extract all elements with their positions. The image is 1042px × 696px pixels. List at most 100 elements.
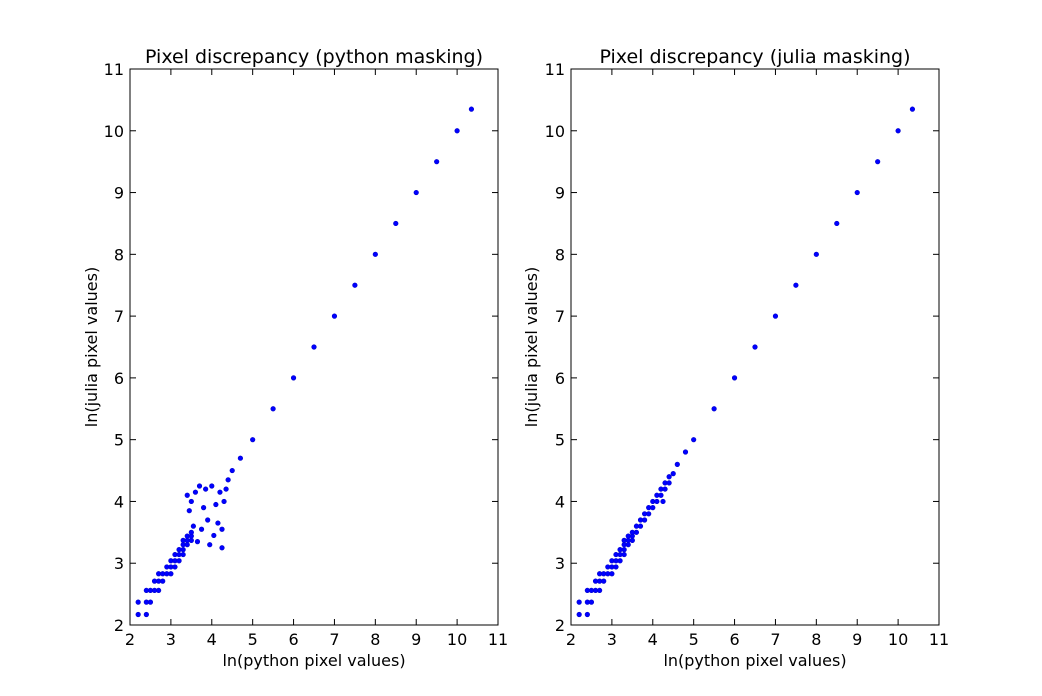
- left-scatter-point: [143, 611, 149, 618]
- right-x-tick-label: 7: [770, 630, 780, 649]
- right-x-tick-label: 9: [852, 630, 862, 649]
- left-scatter-point: [160, 578, 166, 584]
- left-x-axis-label: ln(python pixel values): [222, 651, 405, 670]
- left-scatter-point: [211, 532, 217, 539]
- left-y-tick-label: 10: [104, 122, 124, 141]
- left-y-tick-label: 3: [114, 554, 124, 573]
- left-x-tick-label: 5: [248, 630, 258, 649]
- left-scatter-point: [168, 571, 174, 577]
- left-scatter-point: [290, 375, 297, 381]
- left-scatter-point: [201, 505, 207, 511]
- right-x-axis-label: ln(python pixel values): [663, 651, 846, 670]
- left-scatter-point: [250, 437, 256, 443]
- left-scatter-point: [188, 498, 194, 505]
- right-scatter-point: [650, 505, 656, 511]
- left-x-tick-label: 4: [207, 630, 217, 649]
- left-scatter-point: [372, 251, 378, 257]
- right-x-tick-label: 11: [929, 630, 949, 649]
- right-scatter-point: [646, 511, 652, 517]
- left-scatter-point: [413, 189, 419, 196]
- left-scatter-point: [194, 538, 201, 545]
- right-plot-title: Pixel discrepancy (julia masking): [599, 46, 910, 68]
- left-scatter-point: [270, 406, 276, 412]
- left-scatter-point: [176, 558, 182, 564]
- left-x-tick-label: 8: [370, 630, 380, 649]
- right-x-tick-label: 6: [729, 630, 739, 649]
- left-scatter-point: [454, 128, 460, 134]
- left-scatter-point: [205, 517, 211, 523]
- left-scatter-point: [237, 455, 243, 461]
- left-scatter-point: [393, 220, 399, 227]
- left-scatter-point: [147, 599, 154, 605]
- left-scatter-point: [184, 492, 190, 498]
- right-scatter-point: [609, 571, 615, 577]
- left-plot-title: Pixel discrepancy (python masking): [145, 46, 483, 68]
- right-scatter-point: [597, 587, 603, 594]
- left-scatter-point: [215, 520, 221, 526]
- right-subplot: Pixel discrepancy (julia masking) 2 3 4 5 6 7…: [522, 46, 949, 670]
- right-scatter-point: [674, 461, 680, 467]
- right-y-tick-label: 11: [545, 60, 565, 79]
- left-y-tick-label: 4: [114, 492, 124, 511]
- right-y-tick-label: 6: [555, 369, 565, 388]
- left-scatter-point: [468, 106, 475, 112]
- left-scatter-point: [203, 486, 209, 492]
- right-scatter-point: [793, 282, 799, 288]
- left-scatter-point: [184, 542, 190, 548]
- right-y-tick-label: 8: [555, 245, 565, 264]
- left-scatter-point: [434, 159, 440, 165]
- right-scatter-point: [621, 551, 627, 558]
- left-scatter-point: [135, 611, 141, 618]
- left-scatter-point: [311, 344, 317, 350]
- right-plot-points: [576, 106, 916, 618]
- right-scatter-point: [641, 517, 648, 523]
- left-x-tick-label: 10: [447, 630, 467, 649]
- right-scatter-point: [660, 498, 666, 505]
- left-scatter-point: [221, 498, 227, 505]
- left-y-tick-label: 7: [114, 307, 124, 326]
- left-y-tick-label: 9: [114, 184, 124, 203]
- left-scatter-point: [180, 551, 186, 558]
- right-scatter-point: [584, 611, 590, 618]
- right-scatter-point: [752, 344, 758, 350]
- left-plot-ticks: 2 3 4 5 6 7 8 9 10 11 2 3 4 5 6 7 8 9 10 11: [104, 60, 509, 649]
- right-scatter-point: [588, 599, 595, 605]
- right-scatter-point: [617, 558, 623, 564]
- left-scatter-point: [225, 477, 231, 483]
- right-scatter-point: [772, 313, 779, 319]
- right-scatter-point: [731, 375, 738, 381]
- left-scatter-point: [186, 508, 192, 514]
- right-scatter-point: [637, 523, 644, 529]
- left-scatter-point: [190, 523, 196, 529]
- right-y-tick-label: 3: [555, 554, 565, 573]
- right-scatter-point: [711, 406, 717, 412]
- right-scatter-point: [601, 578, 607, 584]
- left-scatter-point: [188, 529, 194, 535]
- left-scatter-point: [156, 587, 162, 594]
- left-scatter-point: [192, 489, 199, 495]
- right-scatter-point: [621, 547, 627, 553]
- right-scatter-point: [670, 471, 676, 477]
- right-y-tick-label: 10: [545, 122, 565, 141]
- right-scatter-point: [662, 486, 668, 492]
- left-plot-points: [135, 106, 475, 618]
- left-y-tick-label: 5: [114, 431, 124, 450]
- right-scatter-point: [895, 128, 901, 134]
- left-scatter-point: [209, 483, 215, 489]
- left-scatter-point: [180, 547, 186, 553]
- left-scatter-point: [217, 489, 223, 495]
- right-x-tick-label: 2: [566, 630, 576, 649]
- right-scatter-point: [666, 474, 672, 480]
- right-x-tick-label: 5: [689, 630, 699, 649]
- right-scatter-point: [625, 542, 631, 548]
- left-scatter-point: [135, 599, 141, 605]
- right-scatter-point: [613, 564, 619, 570]
- right-y-tick-label: 4: [555, 492, 565, 511]
- left-scatter-point: [198, 526, 205, 532]
- right-scatter-point: [654, 498, 660, 505]
- left-scatter-point: [229, 467, 235, 474]
- left-x-tick-label: 9: [411, 630, 421, 649]
- left-scatter-point: [219, 526, 225, 532]
- left-y-tick-label: 6: [114, 369, 124, 388]
